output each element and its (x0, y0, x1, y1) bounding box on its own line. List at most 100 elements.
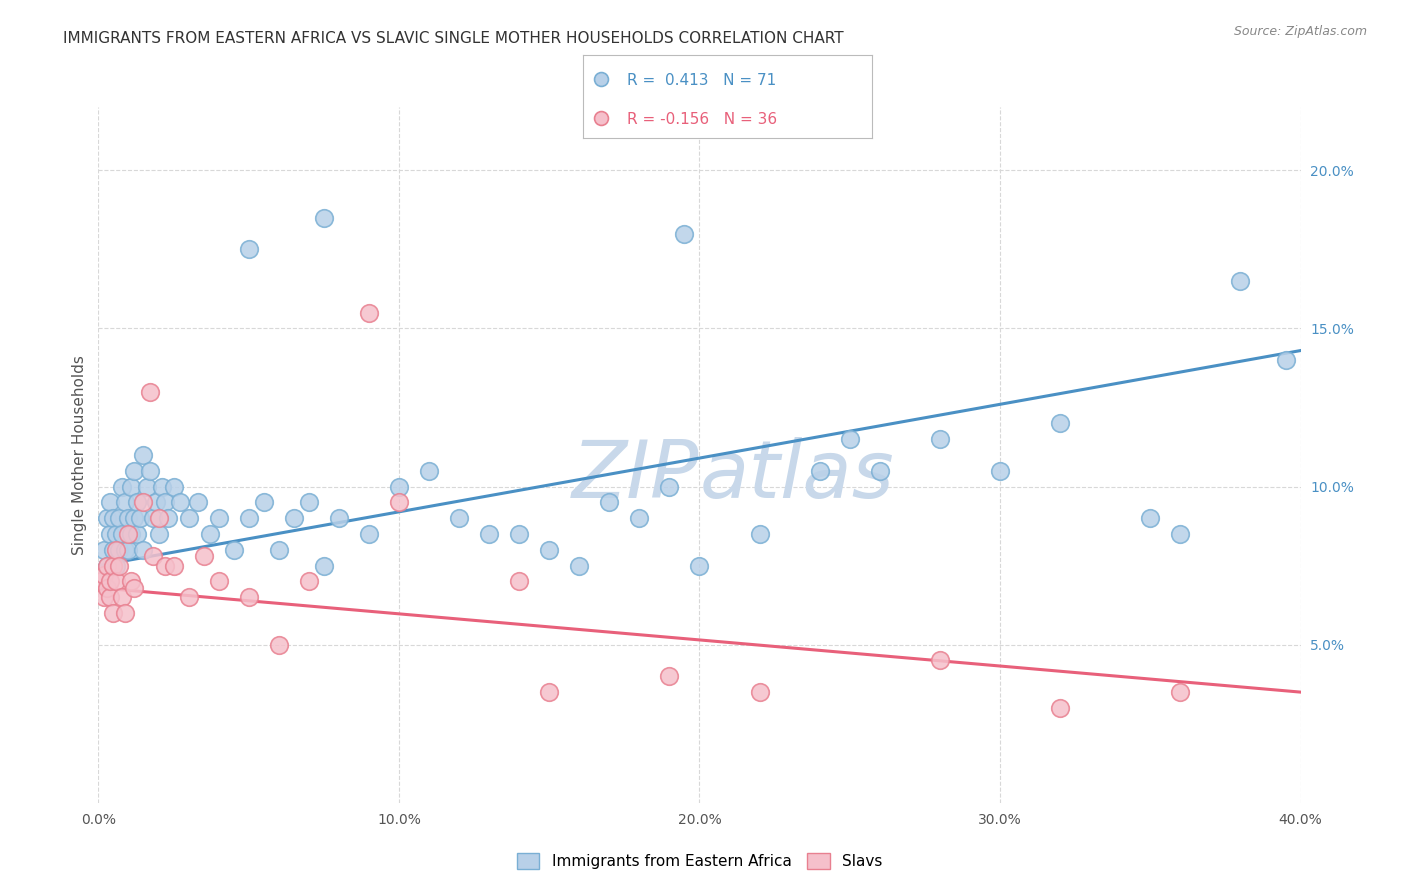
Text: IMMIGRANTS FROM EASTERN AFRICA VS SLAVIC SINGLE MOTHER HOUSEHOLDS CORRELATION CH: IMMIGRANTS FROM EASTERN AFRICA VS SLAVIC… (63, 31, 844, 46)
Point (1274, 353, 1296, 368)
Point (135, 479, 157, 493)
Point (673, 227, 696, 241)
Legend: Immigrants from Eastern Africa, Slavs: Immigrants from Eastern Africa, Slavs (510, 847, 889, 875)
Point (658, 669, 681, 683)
Point (328, 511, 350, 525)
Point (238, 591, 260, 605)
Point (105, 558, 128, 573)
Point (129, 511, 152, 525)
Point (357, 527, 380, 541)
Text: ZIP: ZIP (572, 437, 700, 515)
Point (312, 558, 335, 573)
Point (103, 511, 125, 525)
Point (198, 527, 221, 541)
Point (283, 511, 305, 525)
Point (121, 574, 143, 589)
Point (508, 527, 530, 541)
Point (177, 591, 200, 605)
Point (162, 558, 184, 573)
Point (988, 464, 1011, 478)
Point (1139, 511, 1161, 525)
Point (138, 464, 160, 478)
Point (267, 638, 290, 652)
Point (114, 495, 136, 509)
Point (1229, 274, 1251, 288)
Point (238, 243, 260, 257)
Point (121, 527, 143, 541)
Point (96, 558, 118, 573)
Point (312, 211, 335, 225)
Point (96, 511, 118, 525)
Y-axis label: Single Mother Households: Single Mother Households (72, 355, 87, 555)
Point (111, 591, 134, 605)
Point (838, 432, 860, 446)
Point (1170, 685, 1192, 699)
Point (153, 558, 176, 573)
Point (111, 527, 134, 541)
Point (100, 527, 122, 541)
Point (538, 542, 561, 557)
Point (145, 495, 167, 509)
Text: R =  0.413   N = 71: R = 0.413 N = 71 (627, 72, 776, 87)
Point (150, 479, 173, 493)
Point (208, 511, 231, 525)
Point (447, 511, 470, 525)
Point (748, 527, 770, 541)
Point (388, 479, 411, 493)
Point (869, 464, 891, 478)
Point (808, 464, 831, 478)
Point (105, 542, 128, 557)
Text: atlas: atlas (700, 437, 894, 515)
Point (103, 558, 125, 573)
Point (105, 574, 128, 589)
Point (141, 549, 163, 563)
Point (1170, 527, 1192, 541)
Point (357, 305, 380, 319)
Point (96, 581, 118, 595)
Point (658, 479, 681, 493)
Point (589, 71, 612, 86)
Point (138, 384, 160, 399)
Point (100, 574, 122, 589)
Point (929, 432, 952, 446)
Point (298, 574, 321, 589)
Point (93, 542, 115, 557)
Point (148, 527, 170, 541)
Point (114, 542, 136, 557)
Point (153, 495, 176, 509)
Point (1049, 701, 1071, 715)
Point (508, 574, 530, 589)
Point (253, 495, 276, 509)
Point (132, 495, 155, 509)
Point (222, 542, 245, 557)
Point (127, 495, 149, 509)
Point (478, 527, 501, 541)
Point (156, 511, 179, 525)
Point (117, 511, 139, 525)
Point (103, 542, 125, 557)
Point (117, 542, 139, 557)
Point (748, 685, 770, 699)
Point (105, 527, 128, 541)
Point (298, 495, 321, 509)
Point (418, 464, 440, 478)
Point (124, 511, 146, 525)
Point (121, 479, 143, 493)
Point (93, 568, 115, 582)
Point (689, 558, 711, 573)
Point (114, 606, 136, 620)
Point (238, 511, 260, 525)
Point (132, 542, 155, 557)
Point (96, 558, 118, 573)
Point (589, 111, 612, 125)
Point (388, 495, 411, 509)
Point (177, 511, 200, 525)
Text: R = -0.156   N = 36: R = -0.156 N = 36 (627, 112, 778, 127)
Point (100, 495, 122, 509)
Point (169, 495, 191, 509)
Point (124, 581, 146, 595)
Point (598, 495, 620, 509)
Point (929, 653, 952, 667)
Point (132, 448, 155, 462)
Point (117, 527, 139, 541)
